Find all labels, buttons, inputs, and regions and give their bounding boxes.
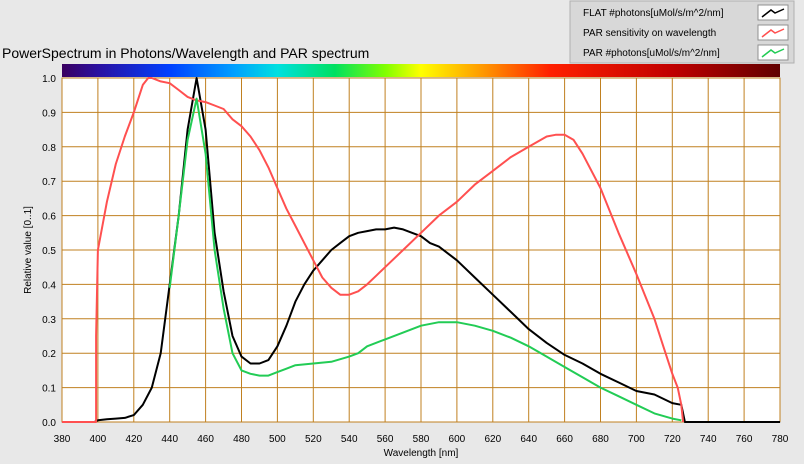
x-tick-label: 600	[449, 434, 466, 445]
y-tick-label: 0.4	[42, 280, 56, 291]
y-tick-label: 0.0	[42, 418, 56, 429]
x-tick-label: 580	[413, 434, 430, 445]
x-axis-label: Wavelength [nm]	[384, 448, 459, 459]
spectrum-color-bar	[62, 64, 780, 77]
y-axis-ticks: 0.0 0.1 0.2 0.3 0.4 0.5 0.6 0.7 0.8 0.9 1.0	[42, 74, 56, 429]
y-tick-label: 0.5	[42, 246, 56, 257]
x-tick-label: 720	[664, 434, 681, 445]
x-tick-label: 420	[125, 434, 142, 445]
y-tick-label: 0.8	[42, 143, 56, 154]
y-tick-label: 0.6	[42, 212, 56, 223]
legend: FLAT #photons[uMol/s/m^2/nm] PAR sensiti…	[569, 0, 795, 64]
grid	[61, 77, 781, 423]
x-tick-label: 540	[341, 434, 358, 445]
legend-entry-par-photons: PAR #photons[uMol/s/m^2/nm]	[583, 44, 789, 61]
y-tick-label: 0.9	[42, 108, 56, 119]
x-tick-label: 660	[556, 434, 573, 445]
y-tick-label: 0.1	[42, 384, 56, 395]
y-tick-label: 1.0	[42, 74, 56, 85]
x-tick-label: 500	[269, 434, 286, 445]
x-tick-label: 680	[592, 434, 609, 445]
x-axis-ticks: 380 400 420 440 460 480 500 520 540 560 580 600 620 6…	[54, 434, 789, 445]
x-tick-label: 520	[305, 434, 322, 445]
legend-label-flat-photons: FLAT #photons[uMol/s/m^2/nm]	[583, 8, 724, 19]
legend-label-par-photons: PAR #photons[uMol/s/m^2/nm]	[583, 48, 720, 59]
chart-title: PowerSpectrum in Photons/Wavelength and …	[2, 45, 369, 61]
legend-label-par-sensitivity: PAR sensitivity on wavelength	[583, 28, 716, 39]
x-tick-label: 700	[628, 434, 645, 445]
x-tick-label: 760	[736, 434, 753, 445]
y-tick-label: 0.3	[42, 315, 56, 326]
x-tick-label: 620	[484, 434, 501, 445]
x-tick-label: 780	[772, 434, 789, 445]
legend-entry-flat-photons: FLAT #photons[uMol/s/m^2/nm]	[583, 4, 789, 21]
series-lines	[62, 77, 780, 423]
y-axis-label: Relative value [0..1]	[23, 206, 34, 294]
x-tick-label: 460	[197, 434, 214, 445]
y-tick-label: 0.2	[42, 349, 56, 360]
legend-swatch-flat-photons	[761, 8, 785, 18]
series-par-photons-line	[168, 97, 682, 422]
x-tick-label: 440	[161, 434, 178, 445]
x-tick-label: 480	[233, 434, 250, 445]
series-flat-photons-line	[62, 77, 780, 423]
legend-swatch-par-photons	[761, 48, 785, 58]
x-tick-label: 640	[520, 434, 537, 445]
y-tick-label: 0.7	[42, 177, 56, 188]
x-tick-label: 380	[54, 434, 71, 445]
legend-entry-par-sensitivity: PAR sensitivity on wavelength	[583, 24, 789, 41]
legend-swatch-par-sensitivity	[761, 28, 785, 38]
series-par-sensitivity-line	[62, 77, 685, 423]
x-tick-label: 740	[700, 434, 717, 445]
x-tick-label: 560	[377, 434, 394, 445]
x-tick-label: 400	[90, 434, 107, 445]
